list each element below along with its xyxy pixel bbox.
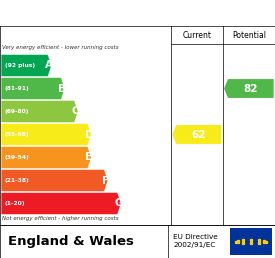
Text: Not energy efficient - higher running costs: Not energy efficient - higher running co…	[2, 216, 119, 221]
Polygon shape	[1, 78, 65, 99]
Text: C: C	[72, 107, 79, 117]
Polygon shape	[1, 55, 51, 76]
Text: Current: Current	[182, 30, 211, 39]
Text: G: G	[114, 198, 123, 208]
Text: 62: 62	[192, 130, 206, 140]
Text: D: D	[85, 130, 93, 140]
Text: Very energy efficient - lower running costs: Very energy efficient - lower running co…	[2, 45, 119, 51]
Polygon shape	[1, 124, 91, 145]
Text: England & Wales: England & Wales	[8, 235, 134, 248]
Polygon shape	[172, 125, 221, 144]
Text: Potential: Potential	[232, 30, 266, 39]
Text: (21-38): (21-38)	[5, 178, 29, 183]
Polygon shape	[1, 193, 121, 214]
Polygon shape	[1, 147, 91, 168]
Polygon shape	[224, 79, 274, 98]
Text: B: B	[58, 84, 66, 93]
Text: (39-54): (39-54)	[5, 155, 29, 160]
Text: (1-20): (1-20)	[5, 201, 25, 206]
Text: (81-91): (81-91)	[5, 86, 29, 91]
Text: (55-68): (55-68)	[5, 132, 29, 137]
Text: Energy Efficiency Rating: Energy Efficiency Rating	[8, 5, 210, 20]
Text: EU Directive
2002/91/EC: EU Directive 2002/91/EC	[173, 234, 218, 248]
FancyBboxPatch shape	[230, 228, 272, 255]
Text: E: E	[85, 152, 92, 163]
Text: 82: 82	[244, 84, 258, 93]
Text: F: F	[102, 175, 109, 186]
Text: (69-80): (69-80)	[5, 109, 29, 114]
Polygon shape	[1, 170, 108, 191]
Text: A: A	[45, 60, 53, 70]
Text: (92 plus): (92 plus)	[5, 63, 35, 68]
Polygon shape	[1, 101, 78, 122]
